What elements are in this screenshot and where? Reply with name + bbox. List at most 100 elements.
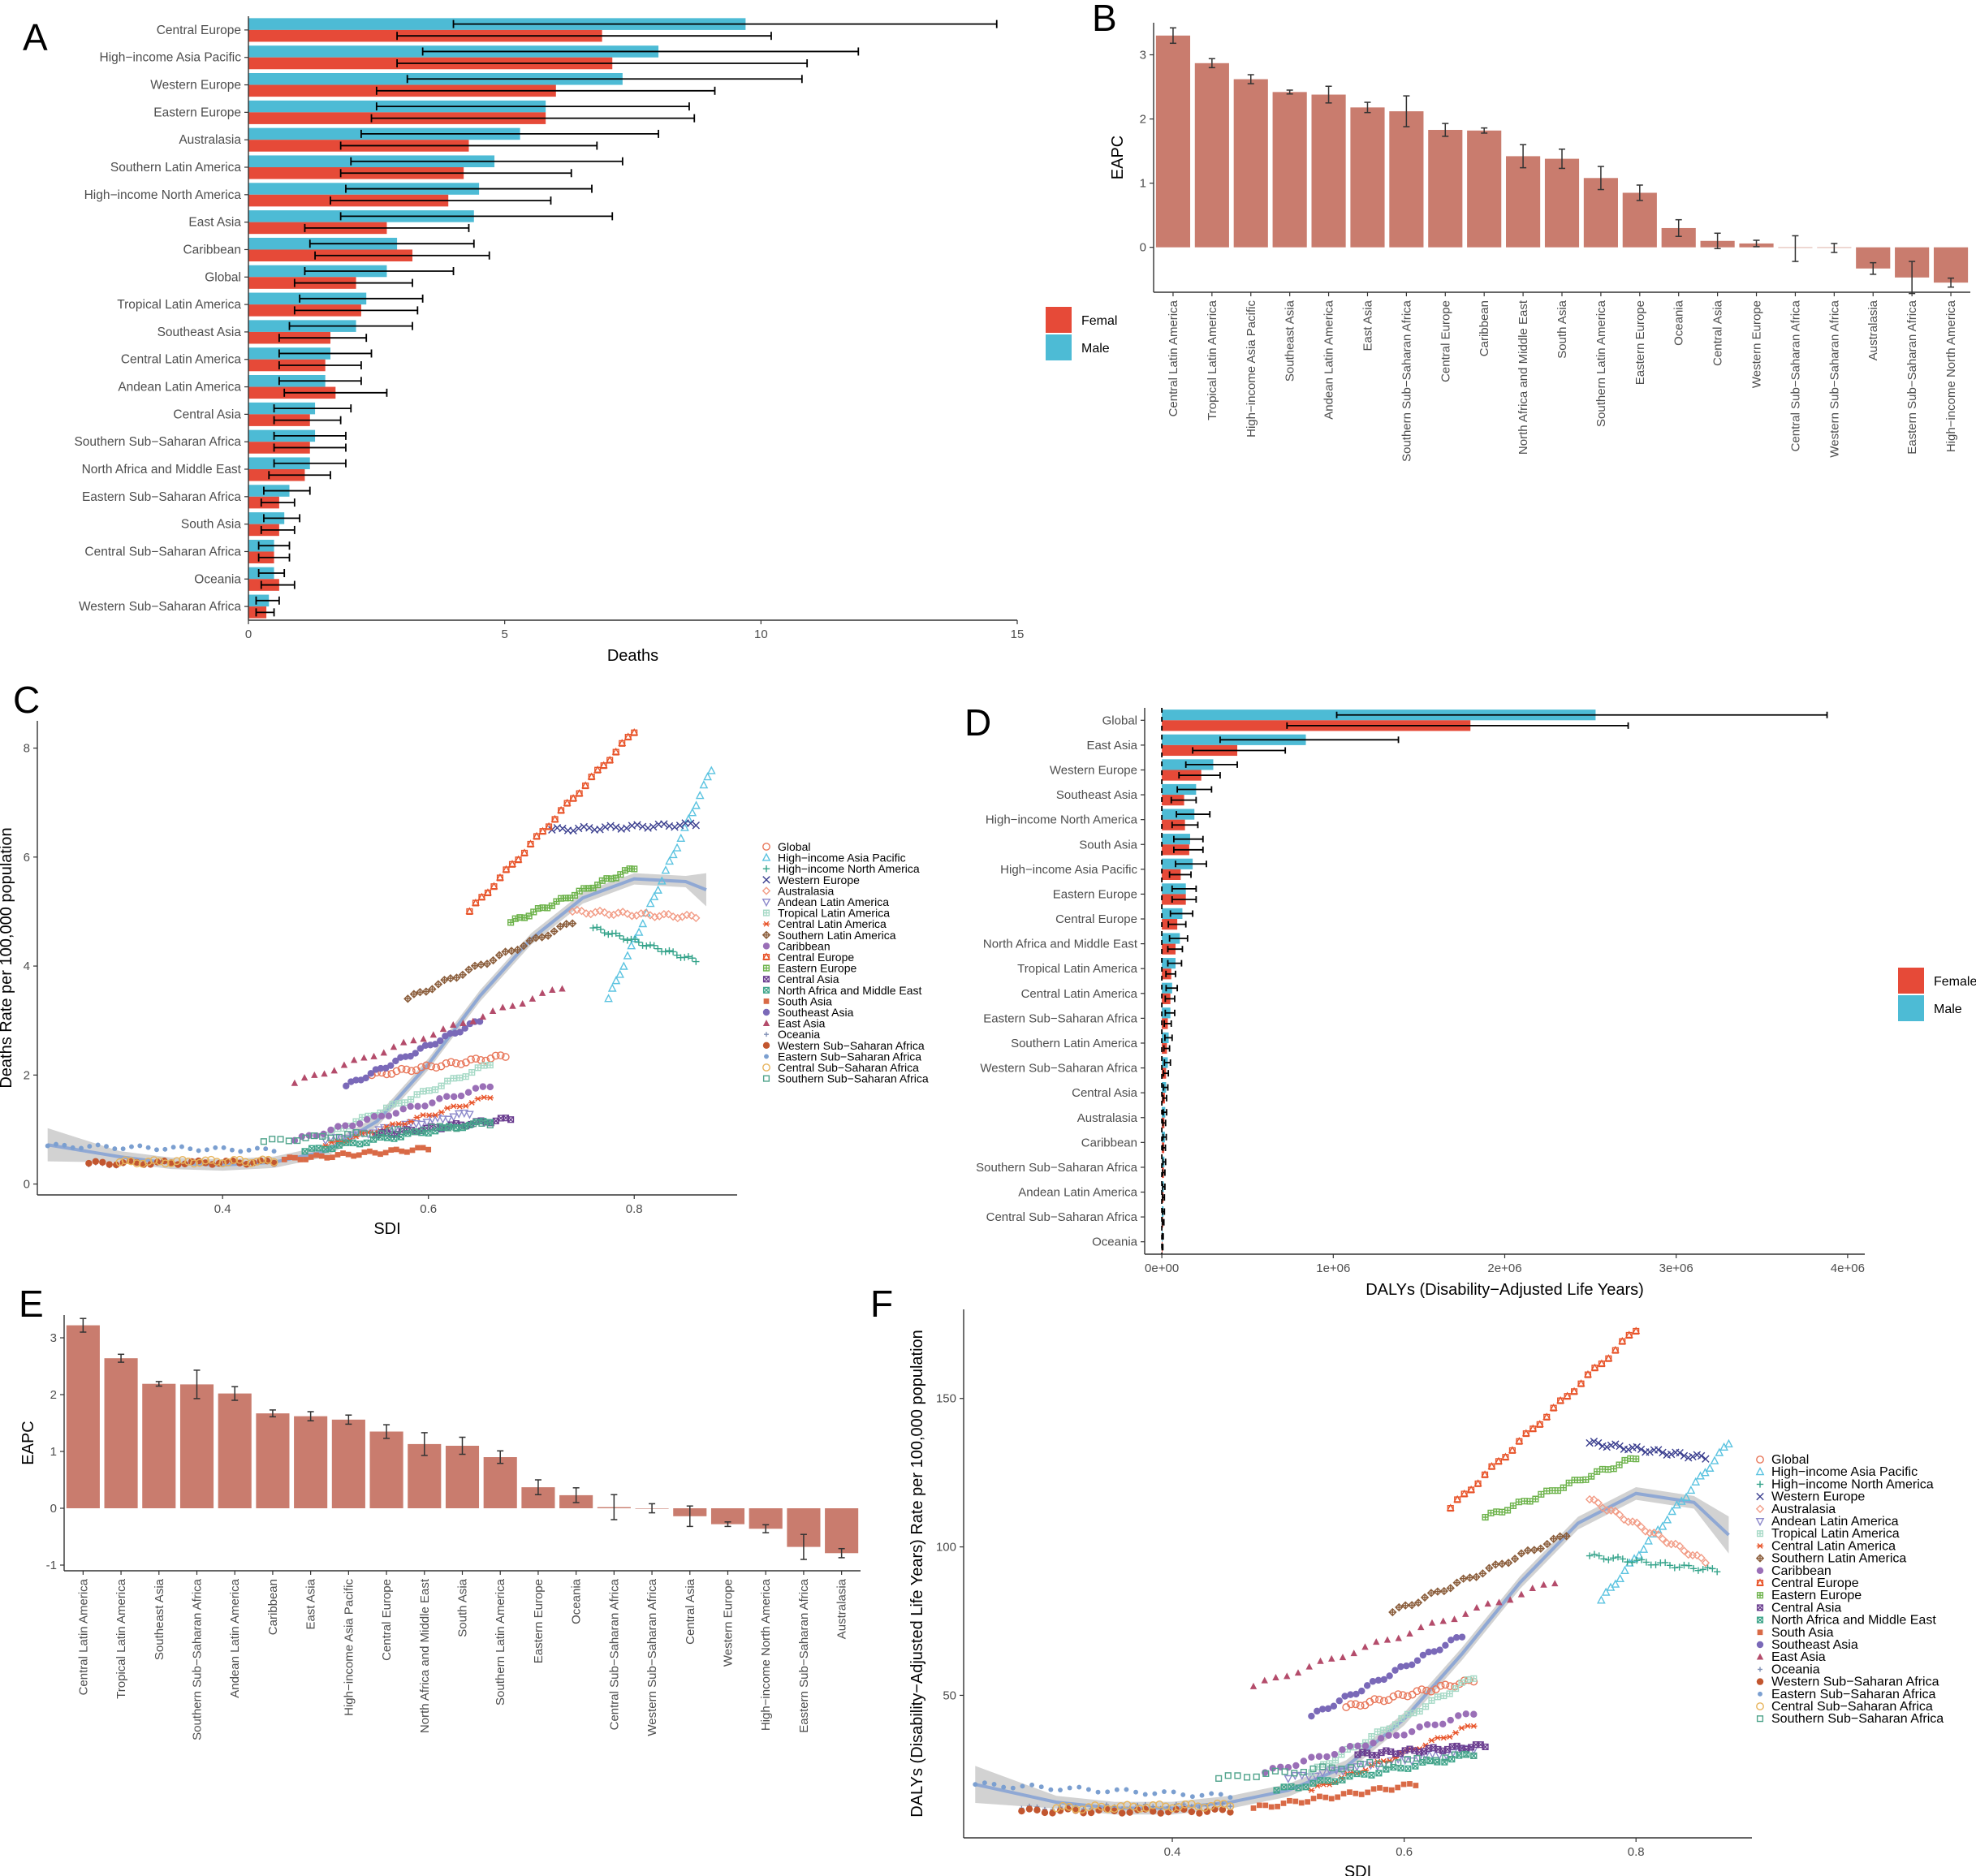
smooth-line (974, 1491, 1730, 1810)
data-point (1280, 1783, 1288, 1791)
data-point (1493, 1508, 1500, 1516)
data-point (1375, 1770, 1383, 1777)
data-point (407, 1052, 414, 1060)
y-tick-label: 0 (24, 1178, 30, 1192)
data-point (659, 909, 669, 919)
data-point (1410, 1710, 1417, 1717)
legend-label: Caribbean (1771, 1564, 1831, 1578)
eapc-bar (710, 1508, 745, 1525)
data-point (438, 1082, 445, 1089)
legend-key (762, 1008, 770, 1016)
data-point (1085, 1787, 1091, 1792)
category-label: Southeast Asia (1056, 788, 1138, 802)
data-point (184, 1157, 192, 1166)
data-point (1408, 1661, 1416, 1668)
y-tick-label: 1 (1140, 177, 1146, 191)
data-point (422, 1119, 432, 1128)
data-point (1350, 1650, 1357, 1657)
legend-label: Tropical Latin America (778, 907, 890, 920)
category-label: Southeast Asia (153, 1578, 166, 1660)
data-point (494, 951, 504, 960)
data-point (1180, 1792, 1186, 1797)
data-point (1600, 1555, 1607, 1563)
data-point (550, 814, 559, 823)
data-point (1590, 1550, 1598, 1558)
data-point (319, 1132, 326, 1140)
data-point (382, 1149, 389, 1156)
data-point (1268, 1804, 1275, 1810)
panel-B: B Central Latin America Tropical Latin Ame… (1092, 0, 1970, 462)
legend-key (1757, 1629, 1763, 1636)
data-point (545, 822, 554, 830)
data-point (1339, 1654, 1347, 1661)
data-point (490, 882, 498, 891)
data-point (1322, 1794, 1329, 1801)
y-tick-label: 0 (1140, 241, 1146, 255)
data-point (45, 1143, 50, 1149)
category-label: High−income Asia Pacific (1245, 300, 1258, 438)
data-point (352, 1129, 360, 1136)
data-point (450, 1020, 457, 1028)
data-point (1261, 1676, 1268, 1684)
legend-key (762, 843, 770, 851)
data-point (129, 1144, 134, 1149)
data-point (145, 1145, 151, 1150)
data-point (596, 826, 604, 834)
data-point (1620, 1515, 1629, 1525)
data-point (1384, 1696, 1393, 1704)
data-point (1404, 1710, 1411, 1718)
data-point (1432, 1757, 1439, 1764)
legend-key (762, 1042, 770, 1050)
data-point (468, 1099, 476, 1106)
data-point (247, 1159, 256, 1167)
data-point (420, 1127, 427, 1134)
category-label: Southern Latin America (494, 1578, 507, 1706)
data-point (1353, 1770, 1361, 1778)
data-point (1359, 1761, 1369, 1770)
data-point (1275, 1804, 1280, 1809)
data-point (451, 1059, 460, 1067)
x-axis-title: SDI (373, 1220, 400, 1238)
data-point (401, 1099, 408, 1106)
data-point (420, 1035, 427, 1042)
data-point (330, 1067, 338, 1074)
data-point (1243, 1774, 1251, 1781)
data-point (1702, 1455, 1710, 1463)
data-point (607, 983, 617, 992)
data-point (618, 739, 627, 747)
legend-swatch-male (1046, 334, 1072, 360)
data-point (1309, 1765, 1317, 1772)
data-point (1549, 1534, 1558, 1543)
y-tick-label: 4 (24, 960, 30, 973)
data-point (1633, 1518, 1642, 1527)
legend-label: Western Sub−Saharan Africa (778, 1039, 925, 1052)
data-point (1428, 1737, 1435, 1744)
data-point (344, 1131, 352, 1138)
data-point (1611, 1507, 1620, 1516)
category-label: East Asia (188, 216, 241, 230)
data-point (112, 1146, 118, 1152)
data-point (378, 1112, 386, 1119)
data-point (1317, 1777, 1324, 1784)
data-point (1422, 1686, 1431, 1695)
data-point (1465, 1573, 1474, 1582)
data-point (1331, 1757, 1340, 1764)
data-point (537, 933, 546, 942)
data-point (1498, 1559, 1507, 1568)
data-point (1209, 1791, 1215, 1796)
data-point (277, 1136, 284, 1143)
data-point (1298, 1800, 1305, 1806)
legend-key (1756, 1530, 1764, 1537)
category-label: Southern Latin America (110, 161, 242, 175)
panel-label: B (1092, 0, 1117, 39)
data-point (1671, 1564, 1678, 1572)
data-point (149, 1156, 158, 1164)
legend-key (761, 898, 771, 908)
data-point (378, 1151, 383, 1158)
data-point (1458, 1679, 1465, 1686)
confidence-band (47, 873, 706, 1171)
data-point (1595, 1552, 1603, 1559)
data-point (1515, 1437, 1524, 1445)
data-point (1175, 1803, 1183, 1811)
data-point (1413, 1783, 1419, 1788)
